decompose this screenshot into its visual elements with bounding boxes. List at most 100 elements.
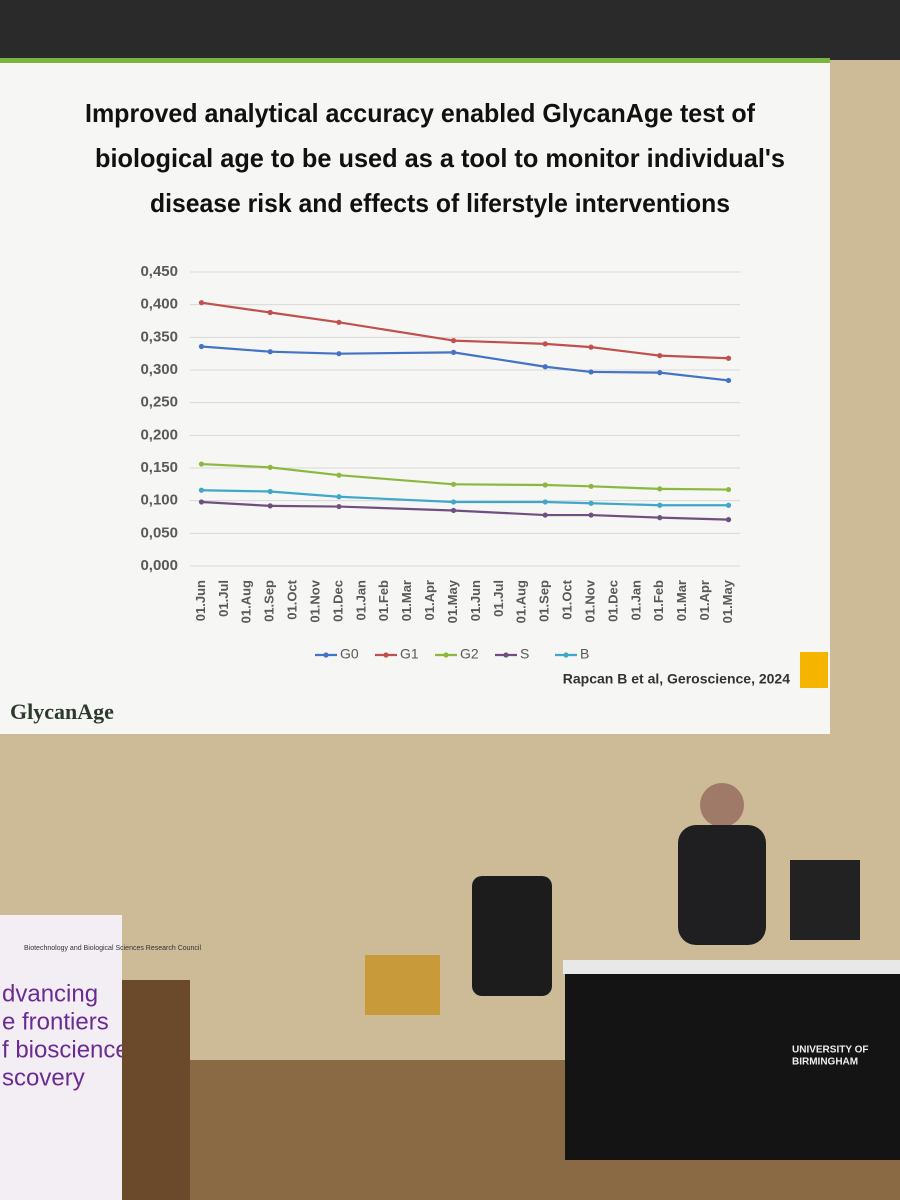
point	[588, 344, 594, 350]
point	[336, 472, 342, 478]
series-line	[545, 483, 592, 488]
series-line	[545, 342, 592, 349]
series-line	[338, 321, 454, 342]
x-tick-label: 01.Jul	[216, 580, 231, 617]
point	[725, 355, 732, 361]
x-tick-label: 01.Jan	[353, 580, 368, 621]
office-chair	[472, 876, 552, 996]
point	[267, 503, 273, 509]
point	[198, 487, 205, 493]
point	[657, 486, 663, 492]
series-line	[270, 466, 340, 477]
chart-title: disease risk and effects of liferstyle i…	[150, 188, 730, 218]
x-tick-label: 01.Mar	[674, 580, 689, 621]
banner-text: e frontiers	[2, 1008, 109, 1035]
series-line	[270, 311, 340, 324]
ceiling	[0, 0, 900, 60]
x-tick-label: 01.Jun	[468, 580, 483, 621]
y-tick-label: 0,100	[140, 492, 178, 509]
x-tick-label: 01.Dec	[330, 580, 345, 622]
series-line	[659, 487, 729, 491]
x-tick-label: 01.May	[720, 579, 735, 623]
logo-icon	[800, 652, 828, 688]
point	[725, 517, 732, 523]
university-logo: UNIVERSITY OF	[792, 1045, 869, 1056]
point	[657, 515, 663, 521]
monitor	[790, 860, 860, 940]
point	[657, 370, 663, 376]
x-tick-label: 01.Sep	[262, 580, 277, 622]
speaker-head	[700, 783, 744, 827]
point	[725, 486, 732, 493]
x-tick-label: 01.Dec	[605, 580, 620, 622]
point	[198, 499, 205, 505]
series-line	[545, 365, 592, 374]
point	[336, 319, 342, 325]
x-tick-label: 01.Aug	[239, 580, 254, 623]
series-line	[590, 513, 660, 519]
point	[588, 500, 594, 506]
x-tick-label: 01.Oct	[285, 579, 300, 619]
point	[198, 300, 205, 306]
x-tick-label: 01.Feb	[651, 580, 666, 621]
point	[336, 494, 342, 500]
legend-marker	[323, 652, 329, 658]
series-line	[270, 350, 339, 355]
point	[542, 364, 548, 370]
series-line	[201, 489, 271, 493]
point	[725, 502, 732, 508]
banner-text: scovery	[2, 1064, 85, 1091]
x-tick-label: 01.Apr	[697, 580, 712, 620]
chart-title: Improved analytical accuracy enabled Gly…	[85, 98, 755, 128]
legend-label: B	[580, 646, 589, 662]
lectern	[565, 974, 900, 1160]
speaker-body	[678, 825, 766, 945]
y-tick-label: 0,400	[140, 296, 178, 313]
university-logo: BIRMINGHAM	[792, 1057, 858, 1068]
series-line	[453, 351, 546, 368]
point	[267, 488, 273, 495]
series-line	[338, 474, 454, 486]
point	[198, 343, 205, 350]
series-line	[453, 509, 546, 517]
series-line	[659, 371, 729, 382]
point	[657, 502, 663, 508]
citation: Rapcan B et al, Geroscience, 2024	[563, 671, 790, 687]
chair	[365, 955, 440, 1015]
y-tick-label: 0,050	[140, 524, 178, 541]
x-tick-label: 01.May	[445, 579, 460, 623]
point	[450, 338, 457, 344]
x-tick-label: 01.Oct	[560, 579, 575, 619]
series-line	[545, 500, 592, 505]
y-tick-label: 0,350	[140, 328, 178, 345]
series-line	[201, 462, 271, 469]
legend-label: G1	[400, 646, 419, 662]
series-line	[201, 500, 271, 507]
point	[450, 499, 457, 505]
point	[267, 349, 273, 355]
y-tick-label: 0,200	[140, 426, 178, 443]
series-line	[201, 301, 271, 314]
point	[588, 483, 594, 489]
x-tick-label: 01.Apr	[422, 580, 437, 620]
point	[450, 481, 457, 487]
series-line	[453, 483, 546, 487]
series-line	[659, 354, 729, 360]
chart-title: biological age to be used as a tool to m…	[95, 143, 785, 173]
y-tick-label: 0,450	[140, 263, 178, 280]
y-tick-label: 0,000	[140, 557, 178, 574]
y-tick-label: 0,150	[140, 459, 178, 476]
banner-text: f bioscience	[2, 1036, 129, 1063]
banner-text: dvancing	[2, 980, 98, 1007]
x-tick-label: 01.Nov	[307, 579, 322, 622]
point	[542, 341, 548, 347]
point	[267, 464, 273, 470]
legend-label: G2	[460, 646, 479, 662]
point	[542, 499, 548, 505]
point	[657, 353, 663, 359]
series-line	[338, 351, 454, 355]
series-line	[591, 502, 660, 507]
series-line	[338, 495, 454, 504]
legend-marker	[563, 652, 569, 658]
point	[588, 369, 594, 375]
